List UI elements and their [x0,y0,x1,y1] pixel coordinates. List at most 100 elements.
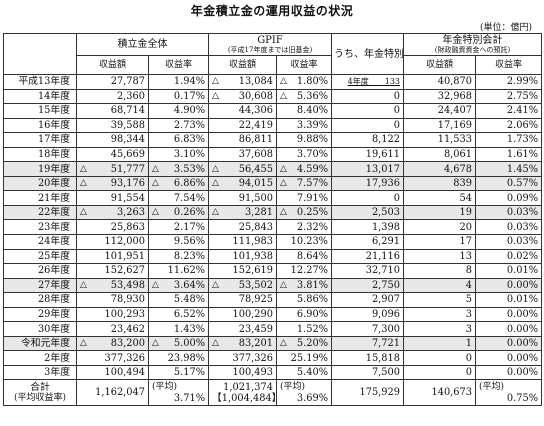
gpif-income: 86,811 [208,132,277,148]
total-rate: 1.94% [148,74,209,90]
total-income-value: 78,930 [110,294,145,306]
negative-triangle-icon: △ [152,338,159,349]
total-rate: 7.54% [148,190,209,206]
total-income: 91,554 [76,190,149,206]
total-income-value: 100,293 [104,309,145,321]
gpif-rate: 10.23% [276,234,332,250]
header-special: 年金特別会計 (財政融資資金への預託) [403,33,542,56]
special-income-value: 0 [465,352,472,364]
special-income-value: 8,061 [443,149,472,160]
negative-triangle-icon: △ [80,279,87,290]
special-rate: 1.61% [475,146,542,163]
special-rate-value: 2.41% [506,105,538,117]
special-income-value: 11,533 [437,134,472,146]
special-income-value: 0 [465,367,472,379]
gpif-income-value: 100,493 [232,367,273,379]
gpif-rate-cell: (平均) 3.69% [276,379,332,407]
total-income-value: 25,863 [110,221,145,233]
contrib-amount-value: 4年度 133 [347,77,400,87]
total-rate-value: 2.17% [173,221,205,233]
header-rate-special: 収益率 [475,55,542,75]
gpif-income-value: 56,455 [238,163,273,175]
table-row: 22年度 △ 3,263 △ 0.26% △ 3,281 △ 0.25% 2,503 19 0.03% [3,204,542,221]
total-rate-cell: (平均) 3.71% [148,379,209,407]
table-row: 23年度 25,863 2.17% 25,843 2.32% 1,398 20 0.03% [3,219,542,236]
contrib-amount-value: 19,611 [365,149,400,160]
special-income: 8,061 [403,146,476,163]
special-total-rate: 0.75% [506,392,538,404]
total-rate-value: 0.26% [173,207,205,219]
total-rate-value: 1.94% [173,76,205,88]
year-label: 20年度 [3,175,77,192]
total-income-value: 112,000 [104,236,145,248]
total-rate: 11.62% [148,263,209,279]
total-rate-value: 0.17% [173,90,205,102]
table-row: 18年度 45,669 3.10% 37,608 3.70% 19,611 8,061 1.6… [3,146,542,163]
gpif-rate: △ 5.36% [276,88,332,105]
contrib-amount-value: 0 [393,105,400,117]
gpif-rate-value: 7.91% [296,192,328,204]
special-rate: 0.00% [475,321,542,337]
gpif-income-value: 152,619 [232,265,273,277]
gpif-rate: △ 1.80% [276,74,332,90]
special-income: 8 [403,263,476,279]
gpif-income: △ 53,502 [208,277,277,294]
total-rate-value: 9.56% [173,236,205,248]
special-income-value: 32,968 [437,90,472,102]
year-label: 21年度 [3,190,77,206]
gpif-income-value: 91,500 [238,192,273,204]
header-blank [3,33,77,75]
special-income-value: 54 [459,192,472,204]
negative-triangle-icon: △ [80,207,87,218]
gpif-income-value: 30,608 [238,90,273,102]
negative-triangle-icon: △ [80,338,87,349]
contrib-amount-value: 2,907 [371,294,400,306]
special-rate: 0.09% [475,190,542,206]
contrib-amount-value: 0 [393,90,400,102]
total-income: △ 53,498 [76,277,149,294]
special-rate-value: 0.00% [506,367,538,379]
contrib-amount-value: 7,721 [371,338,400,350]
year-label: 19年度 [3,161,77,177]
contrib-amount: 4年度 133 [331,74,404,90]
gpif-income: 100,493 [208,364,277,381]
total-income-value: 101,951 [104,250,145,262]
gpif-rate-value: 5.86% [296,294,328,306]
gpif-income: 91,500 [208,190,277,206]
contrib-amount-value: 6,291 [371,236,400,248]
gpif-income-value: 13,084 [238,76,273,88]
special-rate: 0.00% [475,350,542,366]
special-income: 5 [403,292,476,308]
negative-triangle-icon: △ [152,163,159,174]
header-income-total: 収益額 [76,55,149,75]
gpif-rate: 12.27% [276,263,332,279]
total-income-value: 98,344 [110,134,145,146]
special-income: 19 [403,204,476,221]
total-income-value: 152,627 [104,265,145,277]
table-row: 30年度 23,462 1.43% 23,459 1.52% 7,300 3 0.00% [3,321,542,337]
total-income-value: 377,326 [104,352,145,364]
total-rate-value: 23.98% [167,352,205,364]
gpif-rate-value: 3.39% [296,119,328,131]
year-label: 28年度 [3,292,77,308]
gpif-total-cell: 1,021,374 【1,004,484】 [208,379,277,407]
special-rate-value: 1.61% [506,149,538,160]
contrib-total: 175,929 [331,379,404,407]
gpif-income-value: 22,419 [238,119,273,131]
year-label: 27年度 [3,277,77,294]
header-income-special: 収益額 [403,55,476,75]
gpif-income-value: 101,938 [232,250,273,262]
negative-triangle-icon: △ [212,178,219,189]
year-label: 14年度 [3,88,77,105]
special-rate-value: 0.03% [506,236,538,248]
total-rate: 6.52% [148,306,209,323]
total-income: 101,951 [76,248,149,265]
special-rate-value: 0.01% [506,265,538,277]
contrib-amount: 1,398 [331,219,404,236]
gpif-rate-value: 25.19% [290,352,328,364]
unit-label: (単位：億円) [479,23,532,33]
contrib-amount: 8,122 [331,132,404,148]
gpif-rate: △ 5.20% [276,335,332,352]
total-rate-value: 4.90% [173,105,205,117]
special-rate-value: 0.02% [506,250,538,262]
